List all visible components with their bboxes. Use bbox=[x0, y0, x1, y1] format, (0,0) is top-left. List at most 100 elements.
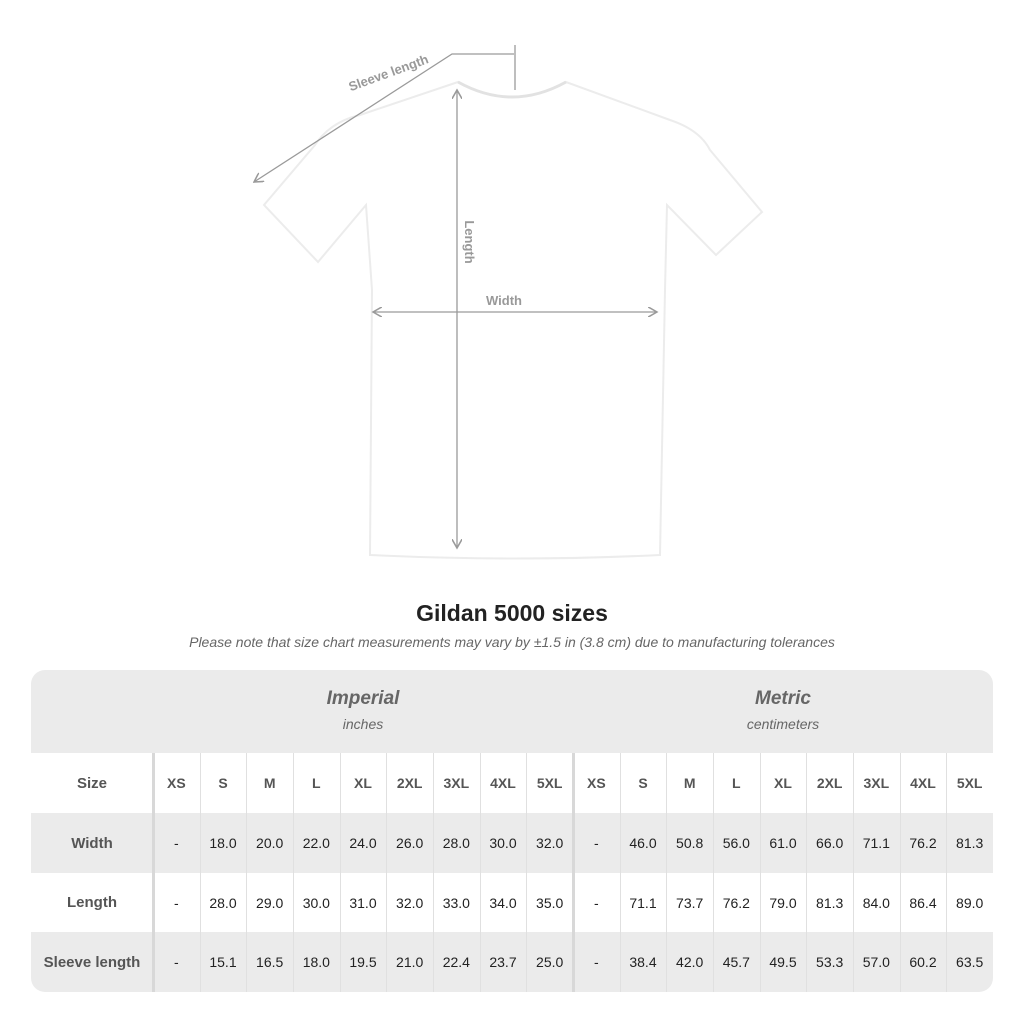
imperial-value-cell: 19.5 bbox=[349, 954, 377, 970]
size-header: Size bbox=[76, 774, 107, 792]
metric-value-cell: 66.0 bbox=[816, 835, 844, 851]
metric-value-cell: 86.4 bbox=[909, 894, 937, 911]
imperial-size-3xl: 3XL bbox=[443, 775, 470, 791]
imperial-value-cell: 26.0 bbox=[396, 835, 424, 851]
column-divider bbox=[152, 753, 155, 992]
imperial-value-cell: 24.0 bbox=[349, 835, 377, 851]
metric-value-cell: 56.0 bbox=[722, 835, 750, 851]
imperial-size-5xl: 5XL bbox=[536, 775, 563, 791]
imperial-value-cell: 18.0 bbox=[209, 835, 237, 851]
metric-value-cell: 89.0 bbox=[956, 894, 984, 911]
imperial-value-cell: 35.0 bbox=[536, 894, 564, 911]
column-divider bbox=[619, 753, 621, 992]
metric-size-4xl: 4XL bbox=[910, 775, 936, 791]
size-table: Imperial inches Metric centimeters Size X… bbox=[31, 670, 993, 992]
metric-size-s: S bbox=[638, 775, 648, 791]
metric-value-cell: 45.7 bbox=[722, 954, 750, 970]
metric-size-2xl: 2XL bbox=[816, 775, 843, 791]
metric-value-cell: 60.2 bbox=[909, 954, 937, 970]
imperial-value-cell: 33.0 bbox=[442, 894, 470, 911]
imperial-value-cell: 25.0 bbox=[536, 954, 564, 970]
column-divider bbox=[899, 753, 901, 992]
sleeve-line bbox=[254, 53, 514, 182]
metric-value-cell: - bbox=[593, 954, 599, 970]
metric-value-cell: 53.3 bbox=[816, 954, 844, 970]
metric-size-m: M bbox=[683, 775, 696, 791]
column-divider bbox=[946, 753, 948, 992]
metric-value-cell: 38.4 bbox=[629, 954, 657, 970]
chart-title: Gildan 5000 sizes bbox=[416, 600, 608, 626]
metric-value-cell: 76.2 bbox=[909, 835, 937, 851]
imperial-size-4xl: 4XL bbox=[490, 775, 516, 791]
imperial-name: Imperial bbox=[326, 688, 400, 709]
metric-value-cell: 79.0 bbox=[769, 894, 797, 911]
metric-value-cell: 81.3 bbox=[816, 894, 844, 911]
imperial-header: Imperial inches bbox=[153, 670, 573, 753]
imperial-value-cell: 30.0 bbox=[302, 894, 330, 911]
column-divider bbox=[433, 753, 434, 992]
metric-size-5xl: 5XL bbox=[956, 775, 983, 791]
length-label: Length bbox=[462, 220, 477, 263]
column-divider bbox=[246, 753, 248, 992]
column-divider bbox=[479, 753, 481, 992]
metric-value-cell: 61.0 bbox=[769, 835, 797, 851]
imperial-value-cell: 21.0 bbox=[396, 954, 424, 970]
row-label: Sleeve length bbox=[43, 953, 141, 971]
column-divider bbox=[386, 753, 388, 992]
imperial-value-cell: 23.7 bbox=[489, 954, 517, 970]
imperial-value-cell: 16.5 bbox=[256, 954, 284, 970]
imperial-value-cell: 34.0 bbox=[489, 894, 517, 911]
column-divider bbox=[806, 753, 808, 992]
column-divider bbox=[526, 753, 528, 992]
column-divider bbox=[572, 753, 575, 992]
imperial-value-cell: 28.0 bbox=[442, 835, 470, 851]
metric-value-cell: 71.1 bbox=[629, 894, 657, 911]
metric-size-l: L bbox=[732, 775, 741, 791]
imperial-value-cell: 22.0 bbox=[302, 835, 330, 851]
header-band bbox=[31, 670, 993, 753]
metric-value-cell: 84.0 bbox=[862, 894, 890, 911]
metric-value-cell: 81.3 bbox=[956, 835, 984, 851]
imperial-size-s: S bbox=[218, 775, 228, 791]
metric-header: Metric centimeters bbox=[573, 670, 993, 753]
metric-value-cell: 73.7 bbox=[676, 894, 704, 911]
metric-value-cell: 63.5 bbox=[956, 954, 984, 970]
imperial-size-l: L bbox=[312, 775, 321, 791]
metric-value-cell: 71.1 bbox=[862, 835, 890, 851]
row-label: Width bbox=[71, 834, 113, 852]
metric-size-xl: XL bbox=[774, 775, 792, 791]
imperial-value-cell: 29.0 bbox=[256, 894, 284, 911]
metric-value-cell: 46.0 bbox=[629, 835, 657, 851]
row-label: Length bbox=[67, 894, 117, 911]
imperial-value-cell: - bbox=[173, 835, 179, 851]
imperial-value-cell: 20.0 bbox=[256, 835, 284, 851]
metric-value-cell: - bbox=[593, 835, 599, 851]
imperial-value-cell: 32.0 bbox=[536, 835, 564, 851]
column-divider bbox=[713, 753, 714, 992]
imperial-value-cell: 32.0 bbox=[396, 894, 424, 911]
imperial-value-cell: 22.4 bbox=[442, 954, 470, 970]
column-divider bbox=[759, 753, 761, 992]
width-label: Width bbox=[486, 293, 522, 308]
column-divider bbox=[853, 753, 854, 992]
imperial-size-xs: XS bbox=[166, 775, 186, 791]
imperial-size-2xl: 2XL bbox=[396, 775, 423, 791]
imperial-value-cell: 28.0 bbox=[209, 894, 237, 911]
tolerance-note: Please note that size chart measurements… bbox=[189, 634, 835, 650]
metric-value-cell: 42.0 bbox=[676, 954, 704, 970]
imperial-unit: inches bbox=[342, 716, 384, 732]
metric-unit: centimeters bbox=[746, 716, 820, 732]
imperial-value-cell: 15.1 bbox=[209, 954, 237, 970]
column-divider bbox=[293, 753, 294, 992]
column-divider bbox=[199, 753, 201, 992]
metric-value-cell: 76.2 bbox=[722, 894, 750, 911]
imperial-size-m: M bbox=[263, 775, 276, 791]
imperial-size-xl: XL bbox=[354, 775, 372, 791]
sleeve-length-label: Sleeve length bbox=[347, 51, 431, 94]
imperial-value-cell: 31.0 bbox=[349, 894, 377, 911]
imperial-value-cell: - bbox=[173, 954, 179, 970]
metric-value-cell: 49.5 bbox=[769, 954, 797, 970]
imperial-value-cell: - bbox=[173, 894, 179, 911]
metric-name: Metric bbox=[755, 688, 811, 709]
imperial-value-cell: 30.0 bbox=[489, 835, 517, 851]
